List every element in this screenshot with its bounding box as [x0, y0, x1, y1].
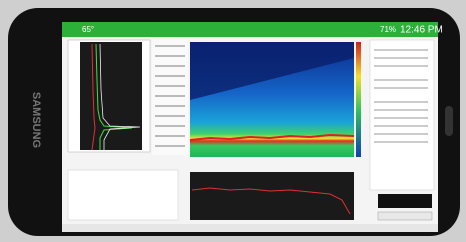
color-scale: [356, 42, 361, 157]
home-button: [445, 106, 453, 136]
status-temperature: 65°: [82, 25, 94, 34]
brand-logo: SAMSUNG: [30, 92, 42, 148]
status-battery: 71%: [380, 25, 396, 34]
button[interactable]: [378, 212, 432, 220]
status-time: 12:46 PM: [400, 25, 443, 36]
info-panel: [370, 40, 434, 190]
photo: SAMSUNG 65° 71% 12:46 PM: [0, 0, 466, 242]
depth-list: [152, 40, 188, 155]
legend-panel: [68, 170, 178, 220]
time-series-plot: [190, 172, 354, 220]
page: SAMSUNG 65° 71% 12:46 PM (() => { const …: [0, 0, 466, 242]
profile-plot-area: [80, 42, 142, 150]
dark-box: [378, 194, 432, 208]
bottom-bar: [62, 224, 438, 232]
